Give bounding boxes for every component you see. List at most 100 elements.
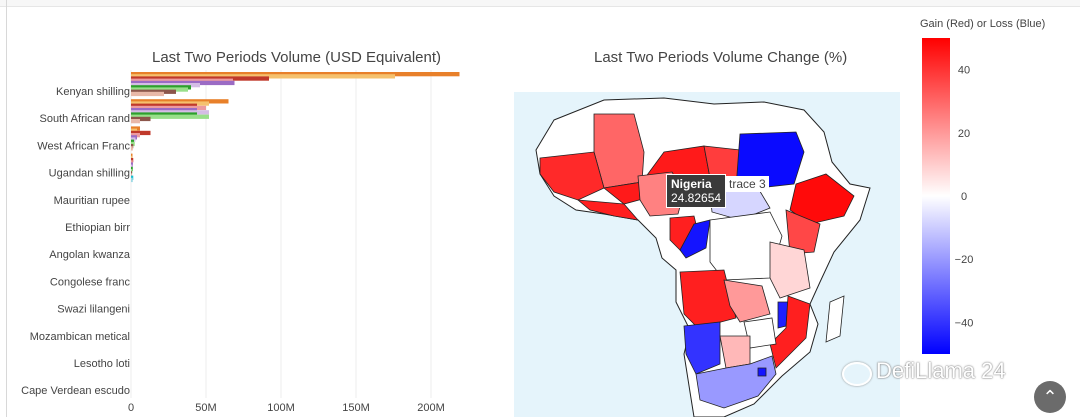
region-madagascar[interactable] xyxy=(825,295,845,343)
colorbar-tick-3: −20 xyxy=(955,254,974,266)
bar-3-6[interactable] xyxy=(131,166,133,172)
wechat-icon xyxy=(842,362,872,386)
colorbar-title: Gain (Red) or Loss (Blue) xyxy=(920,18,1046,30)
category-label-9: Mozambican metical xyxy=(30,331,130,343)
bar-2-9[interactable] xyxy=(131,146,133,151)
bar-3-3[interactable] xyxy=(131,160,133,165)
bar-3-1[interactable] xyxy=(131,155,133,161)
bar-2-3[interactable] xyxy=(131,133,140,138)
bar-3-11[interactable] xyxy=(131,177,133,183)
bar-3-5[interactable] xyxy=(131,164,133,169)
bar-2-4[interactable] xyxy=(131,135,137,140)
bar-0-5[interactable] xyxy=(131,83,200,88)
bar-3-10[interactable] xyxy=(131,175,134,180)
bar-2-5[interactable] xyxy=(131,137,136,142)
bar-1-9[interactable] xyxy=(131,119,140,124)
colorbar-tick-2: 0 xyxy=(961,191,967,203)
bar-0-1[interactable] xyxy=(131,74,395,79)
category-label-5: Ethiopian birr xyxy=(65,222,130,234)
x-tick-label-3: 150M xyxy=(342,402,370,414)
bar-2-1[interactable] xyxy=(131,128,137,133)
category-label-1: South African rand xyxy=(39,113,130,125)
bar-1-2[interactable] xyxy=(131,103,197,108)
bar-marks xyxy=(131,72,460,183)
bar-chart-title: Last Two Periods Volume (USD Equivalent) xyxy=(152,49,442,66)
map-chart-title: Last Two Periods Volume Change (%) xyxy=(594,49,848,66)
bar-3-0[interactable] xyxy=(131,153,133,158)
bar-0-0[interactable] xyxy=(131,72,460,77)
bar-3-8[interactable] xyxy=(131,171,133,176)
x-tick-label-1: 50M xyxy=(195,402,216,414)
map-hover-trace-label: trace 3 xyxy=(726,176,769,192)
category-label-7: Congolese franc xyxy=(50,276,131,288)
region-kenya-tanzania[interactable] xyxy=(769,241,811,299)
bar-chart: Kenyan shilling South African rand West Af… xyxy=(21,70,460,414)
category-label-10: Lesotho loti xyxy=(74,358,130,370)
bar-0-9[interactable] xyxy=(131,91,164,97)
x-tick-label-0: 0 xyxy=(128,402,134,414)
colorbar-scale xyxy=(922,38,950,354)
map-panel[interactable] xyxy=(514,92,900,417)
region-eswatini[interactable] xyxy=(757,367,767,377)
page-top-bar xyxy=(0,0,1080,7)
bar-1-0[interactable] xyxy=(131,99,229,104)
map-hover-tooltip: Nigeria 24.82654 xyxy=(666,174,727,208)
bar-category-labels: Kenyan shilling South African rand West Af… xyxy=(21,86,131,397)
colorbar-tick-4: −40 xyxy=(955,317,974,329)
region-mozambique[interactable] xyxy=(769,295,811,369)
colorbar-tick-1: 20 xyxy=(958,128,970,140)
bar-1-4[interactable] xyxy=(131,108,197,113)
colorbar-ticks: 40 20 0 −20 −40 xyxy=(955,65,974,330)
bar-3-9[interactable] xyxy=(131,173,132,178)
chevron-up-icon: ⌃ xyxy=(1042,387,1058,407)
category-label-8: Swazi lilangeni xyxy=(57,304,130,316)
bar-x-tick-labels: 0 50M 100M 150M 200M xyxy=(128,402,445,414)
colorbar-tick-0: 40 xyxy=(958,65,970,77)
africa-map[interactable] xyxy=(514,92,900,417)
region-zambia[interactable] xyxy=(723,279,771,323)
watermark-text: DefiLlama 24 xyxy=(876,358,1006,383)
bar-2-7[interactable] xyxy=(131,141,135,147)
bar-1-6[interactable] xyxy=(131,112,197,117)
bar-2-6[interactable] xyxy=(131,139,134,144)
bar-3-4[interactable] xyxy=(131,162,133,167)
bar-0-8[interactable] xyxy=(131,89,176,94)
bar-1-7[interactable] xyxy=(131,114,209,119)
category-label-2: West African Franc xyxy=(37,140,130,152)
category-label-11: Cape Verdean escudo xyxy=(21,385,130,397)
region-south-sudan-east[interactable] xyxy=(785,209,821,255)
hover-country: Nigeria xyxy=(671,177,712,191)
bar-1-3[interactable] xyxy=(131,105,206,111)
page-left-rule xyxy=(6,0,7,417)
x-tick-label-2: 100M xyxy=(267,402,295,414)
bar-0-3[interactable] xyxy=(131,78,233,83)
bar-0-4[interactable] xyxy=(131,80,235,86)
bar-1-5[interactable] xyxy=(131,110,209,115)
bar-0-6[interactable] xyxy=(131,85,191,90)
region-congo-coast[interactable] xyxy=(679,219,711,259)
watermark: DefiLlama 24 xyxy=(836,358,1006,384)
region-north-africa-west[interactable] xyxy=(593,113,645,189)
bar-0-2[interactable] xyxy=(131,76,269,81)
colorbar: 40 20 0 −20 −40 xyxy=(922,38,974,354)
hover-value: 24.82654 xyxy=(671,191,722,205)
category-label-0: Kenyan shilling xyxy=(56,86,130,98)
bar-1-1[interactable] xyxy=(131,101,209,106)
bar-3-2[interactable] xyxy=(131,158,134,163)
bar-2-0[interactable] xyxy=(131,126,140,131)
bar-gridlines xyxy=(130,70,432,398)
region-central-west[interactable] xyxy=(576,199,640,221)
region-namibia[interactable] xyxy=(683,321,721,375)
category-label-4: Mauritian rupee xyxy=(54,195,130,207)
scroll-to-top-button[interactable]: ⌃ xyxy=(1034,381,1066,413)
bar-3-7[interactable] xyxy=(131,169,133,174)
bar-1-8[interactable] xyxy=(131,116,151,122)
bar-0-7[interactable] xyxy=(131,87,188,92)
x-tick-label-4: 200M xyxy=(417,402,445,414)
category-label-6: Angolan kwanza xyxy=(49,249,131,261)
bar-2-8[interactable] xyxy=(131,144,134,149)
category-label-3: Ugandan shilling xyxy=(49,168,130,180)
region-ethiopia[interactable] xyxy=(789,173,855,225)
bar-2-2[interactable] xyxy=(131,130,151,136)
region-south-africa[interactable] xyxy=(695,355,777,409)
